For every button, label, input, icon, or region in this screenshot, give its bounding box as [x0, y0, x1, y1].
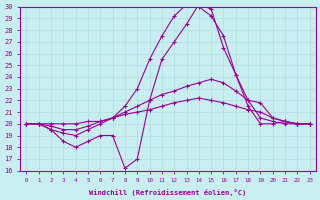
X-axis label: Windchill (Refroidissement éolien,°C): Windchill (Refroidissement éolien,°C)	[90, 189, 247, 196]
